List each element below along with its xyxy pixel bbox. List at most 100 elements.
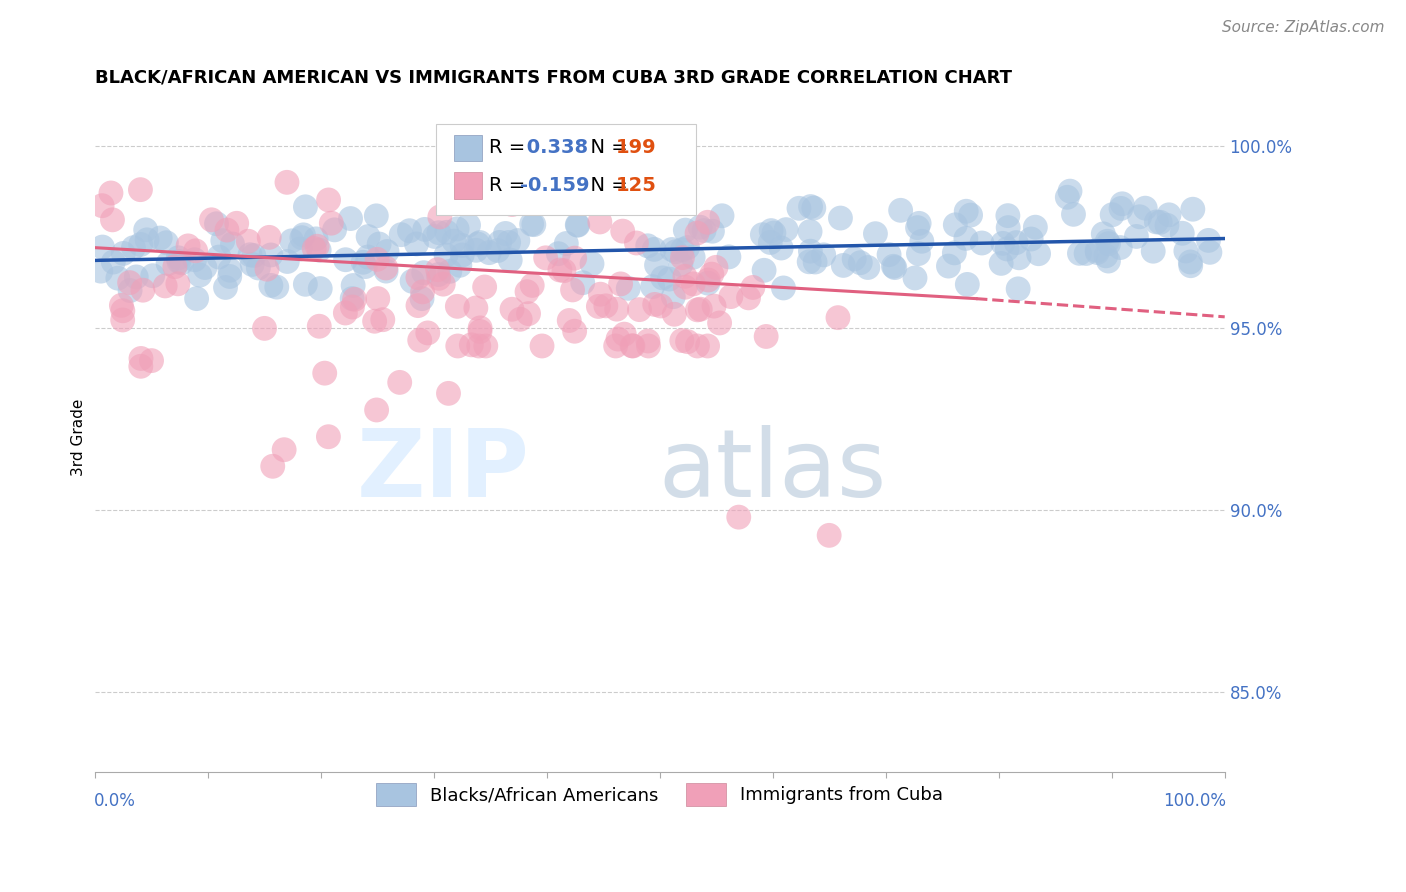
Point (1092, 227, 1115, 241)
Point (818, 528, 841, 542)
Text: 199: 199 (616, 138, 657, 157)
Point (398, 224, 420, 238)
Text: atlas: atlas (658, 425, 887, 516)
Point (305, 232, 328, 246)
Point (449, 258, 471, 272)
Point (1008, 251, 1031, 265)
Point (219, 263, 242, 277)
Point (803, 201, 825, 215)
Point (883, 260, 905, 275)
Point (184, 244, 207, 258)
Point (534, 251, 557, 265)
Point (141, 353, 163, 368)
Point (495, 227, 517, 241)
Point (260, 248, 283, 262)
Point (308, 243, 330, 257)
Point (555, 236, 578, 251)
Point (498, 235, 520, 250)
Point (256, 262, 278, 277)
Point (291, 230, 314, 244)
Point (177, 239, 200, 253)
Point (595, 299, 617, 313)
Point (120, 284, 142, 298)
Point (1028, 246, 1050, 260)
Point (628, 302, 651, 317)
Point (762, 226, 785, 240)
Point (208, 250, 231, 264)
Point (890, 203, 912, 218)
Point (671, 243, 693, 257)
Point (427, 271, 450, 285)
Point (211, 234, 233, 248)
Point (943, 246, 966, 260)
Point (468, 325, 491, 339)
Point (1056, 190, 1078, 204)
Point (830, 211, 852, 225)
Point (665, 244, 688, 259)
Point (363, 314, 385, 328)
Point (225, 216, 247, 230)
Text: -0.159: -0.159 (520, 176, 589, 195)
Point (406, 270, 429, 285)
Point (323, 223, 346, 237)
Point (401, 274, 423, 288)
Point (506, 234, 529, 248)
Point (844, 252, 866, 266)
Point (693, 223, 716, 237)
Point (426, 262, 449, 277)
Point (752, 263, 775, 277)
Point (446, 222, 468, 236)
Point (122, 241, 145, 255)
Point (215, 223, 238, 237)
Point (276, 175, 298, 189)
Point (429, 210, 451, 224)
Point (686, 226, 709, 240)
Point (155, 235, 177, 250)
Point (91, 240, 114, 254)
Point (751, 227, 773, 242)
Point (273, 442, 295, 457)
Point (129, 183, 152, 197)
Point (412, 266, 434, 280)
Point (676, 241, 699, 255)
Y-axis label: 3rd Grade: 3rd Grade (72, 399, 86, 475)
Text: N =: N = (578, 138, 634, 157)
Point (553, 263, 575, 277)
Point (1142, 244, 1164, 259)
Point (1156, 219, 1178, 233)
Point (755, 329, 778, 343)
Point (1085, 244, 1108, 258)
Point (501, 302, 523, 317)
Point (142, 268, 165, 283)
Point (882, 260, 904, 274)
Point (439, 264, 461, 278)
Point (163, 260, 186, 274)
Point (682, 277, 704, 291)
Point (427, 226, 450, 240)
Point (188, 268, 211, 282)
Point (970, 235, 993, 250)
Point (239, 248, 262, 262)
Point (1074, 246, 1097, 260)
Point (589, 178, 612, 192)
Point (943, 218, 966, 232)
Point (1171, 227, 1194, 241)
Point (292, 227, 315, 242)
Point (314, 366, 336, 380)
Point (1059, 184, 1081, 198)
Point (650, 299, 672, 313)
Point (167, 277, 190, 291)
Legend: Blacks/African Americans, Immigrants from Cuba: Blacks/African Americans, Immigrants fro… (368, 776, 950, 814)
Point (218, 269, 240, 284)
Point (468, 339, 491, 353)
Point (955, 231, 977, 245)
Point (132, 283, 155, 297)
Point (737, 291, 759, 305)
Point (1085, 245, 1108, 260)
Point (588, 300, 610, 314)
Text: ZIP: ZIP (357, 425, 530, 516)
Point (605, 339, 627, 353)
Point (170, 256, 193, 270)
Point (253, 321, 276, 335)
Point (437, 386, 460, 401)
